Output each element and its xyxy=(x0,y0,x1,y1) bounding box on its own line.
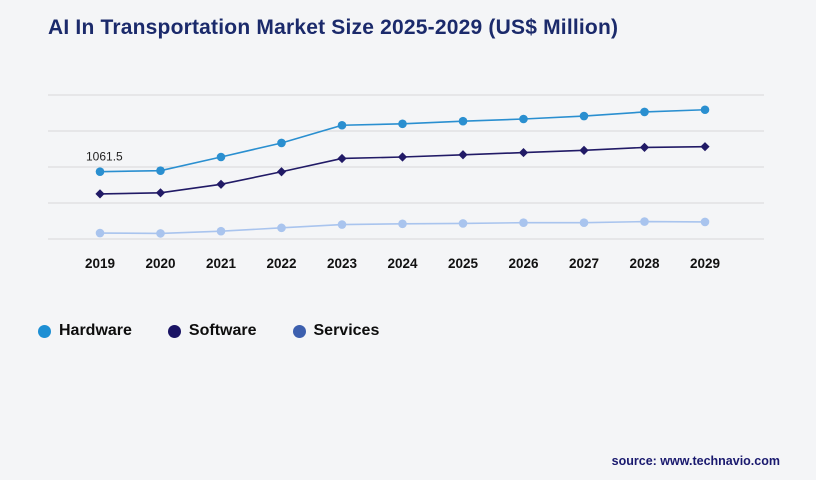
svg-text:2029: 2029 xyxy=(690,256,720,271)
svg-text:1061.5: 1061.5 xyxy=(86,150,123,164)
svg-text:2026: 2026 xyxy=(508,256,539,271)
legend-label-software: Software xyxy=(188,322,257,339)
svg-text:2024: 2024 xyxy=(387,256,418,271)
svg-text:2025: 2025 xyxy=(448,256,479,271)
source-attribution: source: www.technavio.com xyxy=(611,454,780,468)
legend-label-services: Services xyxy=(313,322,380,339)
services-legend-dot-icon xyxy=(292,324,306,338)
market-size-line-chart: 2019 2020 2021 2022 2023 2024 2025 2026 2027 2028… xyxy=(48,94,764,271)
chart-title: AI In Transportation Market Size 2025-20… xyxy=(48,16,619,39)
chart-legend: Hardware Software Services xyxy=(38,322,379,340)
legend-item-services: Services xyxy=(292,322,380,340)
svg-text:2019: 2019 xyxy=(85,256,115,271)
legend-item-software: Software xyxy=(167,322,257,340)
svg-text:2020: 2020 xyxy=(145,256,175,271)
legend-label-hardware: Hardware xyxy=(59,322,132,339)
hardware-legend-dot-icon xyxy=(38,324,51,338)
svg-text:2027: 2027 xyxy=(569,256,599,271)
legend-item-hardware: Hardware xyxy=(38,322,132,340)
svg-text:2028: 2028 xyxy=(629,256,660,271)
svg-text:2021: 2021 xyxy=(206,256,237,271)
svg-text:2023: 2023 xyxy=(327,256,358,271)
svg-text:2022: 2022 xyxy=(266,256,296,271)
software-legend-dot-icon xyxy=(167,324,181,338)
